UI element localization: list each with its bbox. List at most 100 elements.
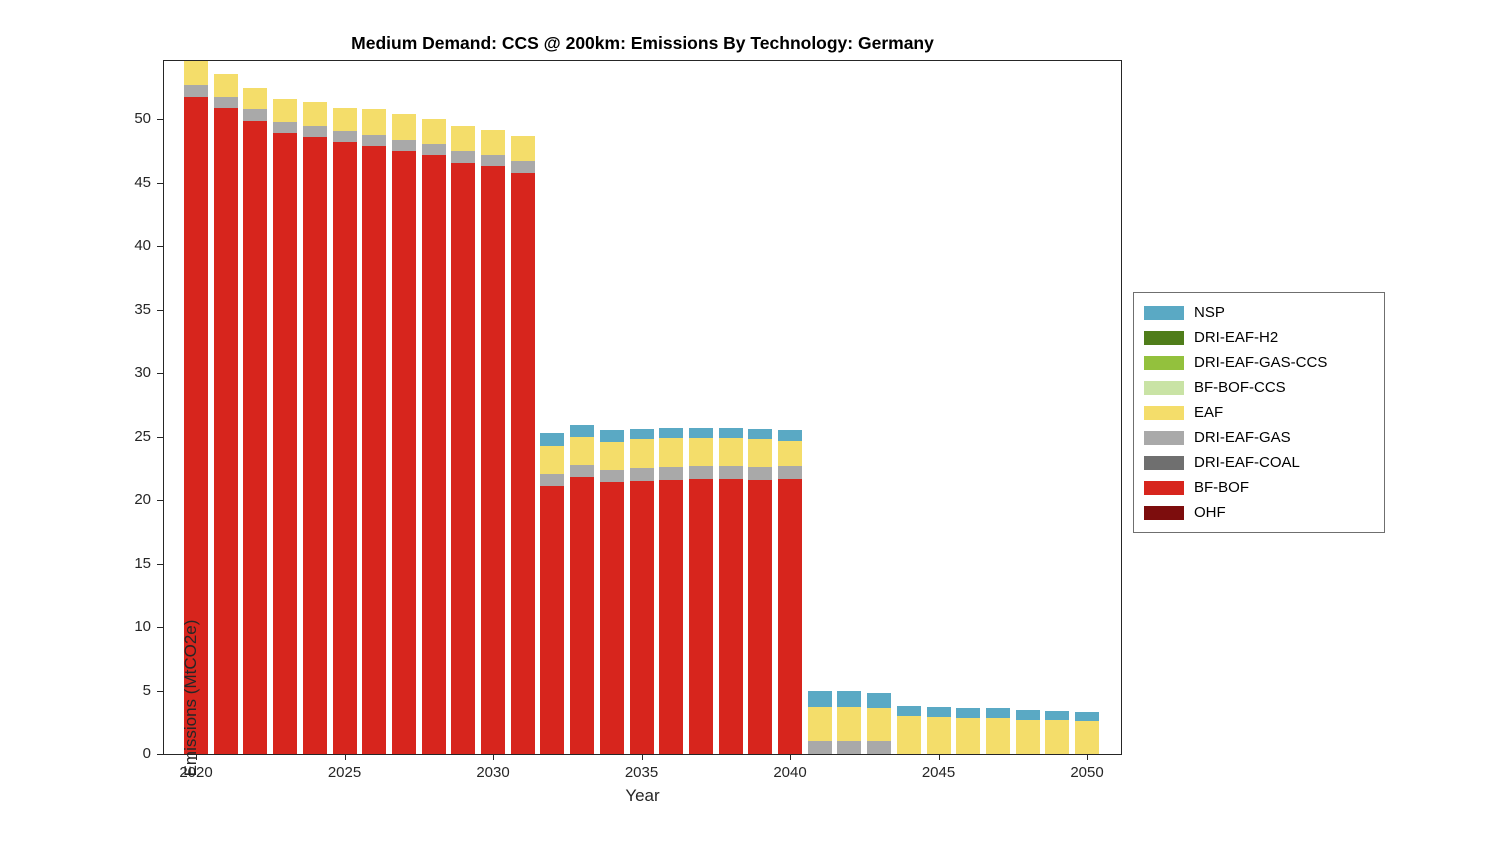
bar-segment-eaf-2025 (332, 107, 357, 131)
bar-segment-nsp-2041 (807, 690, 832, 708)
bar-segment-nsp-2037 (688, 427, 713, 438)
bar-segment-bf-bof-2033 (570, 477, 595, 754)
plot-area (163, 60, 1122, 755)
bar-segment-dri-eaf-gas-2034 (599, 469, 624, 483)
x-tick-label: 2045 (921, 764, 956, 781)
legend-swatch-bf-bof (1144, 480, 1184, 495)
bar-segment-bf-bof-2022 (243, 120, 268, 754)
bar-segment-eaf-2028 (421, 119, 446, 144)
bar-segment-bf-bof-2035 (629, 481, 654, 754)
bar-segment-dri-eaf-gas-2039 (748, 467, 773, 480)
bar-segment-dri-eaf-gas-2028 (421, 143, 446, 155)
bar-segment-eaf-2027 (391, 114, 416, 140)
bar-segment-dri-eaf-gas-2031 (510, 161, 535, 173)
bar-segment-dri-eaf-gas-2041 (807, 741, 832, 754)
y-tick-mark (157, 119, 163, 121)
bar-segment-eaf-2046 (956, 718, 981, 754)
y-tick-label: 0 (142, 745, 151, 762)
x-tick-label: 2040 (773, 764, 807, 781)
x-tick-label: 2035 (624, 764, 659, 781)
legend-item-bf-bof: BF-BOF (1144, 475, 1374, 500)
bar-segment-eaf-2040 (778, 440, 802, 466)
bar-segment-eaf-2047 (985, 718, 1010, 754)
bar-segment-eaf-2039 (748, 439, 773, 468)
bar-segment-nsp-2040 (778, 430, 802, 441)
x-tick-mark (790, 754, 791, 760)
bar-segment-eaf-2026 (362, 109, 387, 135)
bar-segment-eaf-2033 (570, 436, 595, 465)
x-tick-label: 2020 (179, 764, 213, 781)
legend-swatch-dri-eaf-gas-ccs (1144, 355, 1184, 370)
bar-segment-eaf-2045 (926, 717, 951, 754)
bar-segment-dri-eaf-gas-2026 (362, 134, 387, 147)
legend-swatch-eaf (1144, 405, 1184, 420)
y-tick-label: 5 (142, 681, 151, 699)
y-tick-label: 30 (134, 364, 151, 382)
y-axis-label-wrap: Emissions (MtCO2e) (88, 288, 200, 777)
y-tick-mark (157, 309, 163, 311)
y-tick-mark (157, 436, 163, 438)
bar-segment-eaf-2029 (451, 125, 476, 152)
legend-item-bf-bof-ccs: BF-BOF-CCS (1144, 375, 1374, 400)
legend-item-dri-eaf-gas-ccs: DRI-EAF-GAS-CCS (1144, 350, 1374, 375)
x-tick-mark (641, 754, 643, 760)
bar-segment-eaf-2034 (599, 441, 624, 470)
y-tick-label: 10 (134, 618, 151, 636)
legend-item-eaf: EAF (1144, 400, 1374, 425)
bar-segment-nsp-2032 (540, 432, 565, 446)
legend-label: BF-BOF-CCS (1194, 379, 1286, 396)
y-axis-label: Emissions (MtCO2e) (181, 619, 200, 777)
y-tick-mark (157, 182, 163, 184)
bar-segment-nsp-2039 (748, 429, 773, 440)
bar-segment-eaf-2050 (1075, 721, 1099, 754)
bar-segment-bf-bof-2029 (451, 162, 476, 754)
bars-container (164, 61, 1121, 754)
bar-segment-bf-bof-2021 (213, 107, 238, 754)
x-axis-label: Year (625, 786, 660, 805)
y-tick-mark (157, 500, 163, 502)
legend-item-dri-eaf-coal: DRI-EAF-COAL (1144, 450, 1374, 475)
bar-segment-eaf-2043 (867, 708, 892, 742)
x-tick-label: 2050 (1070, 764, 1104, 781)
bar-segment-eaf-2023 (273, 99, 298, 122)
x-tick-mark (344, 754, 346, 760)
legend-label: EAF (1194, 404, 1224, 421)
bar-segment-nsp-2044 (896, 705, 921, 716)
bar-segment-eaf-2020 (184, 61, 208, 86)
legend-swatch-nsp (1144, 305, 1184, 320)
x-tick-mark (196, 754, 197, 760)
bar-segment-bf-bof-2028 (421, 154, 446, 754)
bar-segment-eaf-2022 (243, 87, 268, 110)
legend-label: DRI-EAF-GAS (1194, 429, 1291, 446)
bar-segment-bf-bof-2026 (362, 146, 387, 754)
bar-segment-nsp-2033 (570, 425, 595, 437)
bar-segment-bf-bof-2027 (391, 151, 416, 754)
bar-segment-eaf-2024 (302, 101, 327, 126)
y-tick-mark (157, 690, 163, 692)
bar-segment-dri-eaf-gas-2023 (273, 121, 298, 134)
bar-segment-nsp-2050 (1075, 712, 1099, 721)
legend-swatch-bf-bof-ccs (1144, 380, 1184, 395)
bar-segment-dri-eaf-gas-2033 (570, 464, 595, 478)
legend-item-dri-eaf-h2: DRI-EAF-H2 (1144, 325, 1374, 350)
legend-swatch-dri-eaf-coal (1144, 455, 1184, 470)
y-tick-label: 25 (134, 427, 151, 445)
bar-segment-bf-bof-2036 (659, 479, 684, 754)
bar-segment-eaf-2038 (718, 437, 743, 466)
bar-segment-eaf-2030 (481, 129, 505, 155)
bar-segment-eaf-2044 (896, 715, 921, 754)
legend-item-dri-eaf-gas: DRI-EAF-GAS (1144, 425, 1374, 450)
legend: NSP DRI-EAF-H2 DRI-EAF-GAS-CCS BF-BOF-CCS EA… (1133, 292, 1385, 533)
bar-segment-dri-eaf-gas-2040 (778, 465, 802, 479)
chart-title: Medium Demand: CCS @ 200km: Emissions By… (351, 33, 934, 53)
bar-segment-dri-eaf-gas-2036 (659, 467, 684, 480)
bar-segment-nsp-2048 (1015, 709, 1040, 720)
bar-segment-dri-eaf-gas-2021 (213, 96, 238, 108)
bar-segment-bf-bof-2025 (332, 142, 357, 754)
legend-label: DRI-EAF-GAS-CCS (1194, 354, 1328, 371)
bar-segment-dri-eaf-gas-2037 (688, 465, 713, 479)
legend-swatch-ohf (1144, 505, 1184, 520)
bar-segment-bf-bof-2024 (302, 137, 327, 754)
bar-segment-bf-bof-2037 (688, 478, 713, 754)
